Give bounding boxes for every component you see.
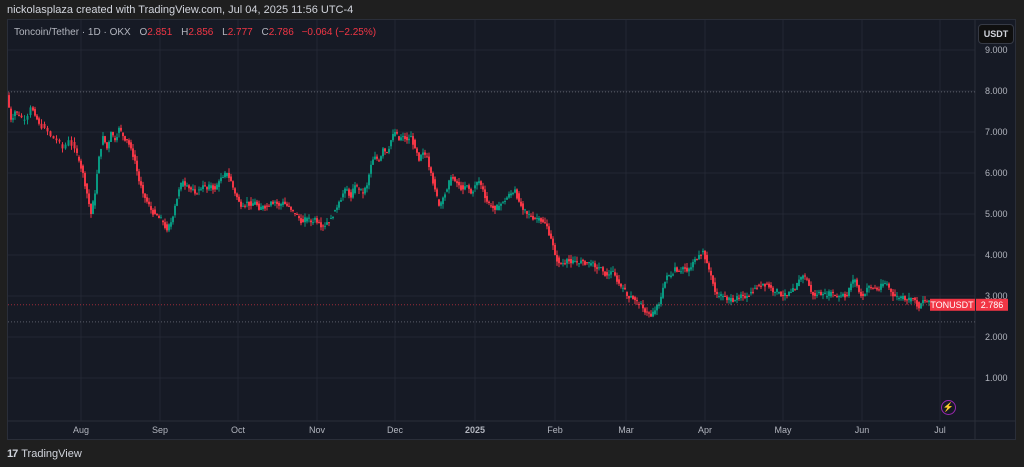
tv-logo-icon: 17 [7, 448, 18, 460]
price-tick: 8.000 [985, 86, 1008, 96]
last-price-badge [976, 298, 1008, 311]
currency-unit-button[interactable]: USDT [978, 24, 1014, 44]
price-tick: 9.000 [985, 45, 1008, 55]
time-tick: Aug [73, 425, 89, 435]
svg-text:2.786: 2.786 [981, 300, 1004, 310]
chart-panel[interactable] [7, 19, 1016, 440]
time-tick: Dec [387, 425, 404, 435]
symbol-legend: Toncoin/Tether · 1D · OKX O2.851 H2.856 … [14, 27, 376, 38]
price-tick: 1.000 [985, 373, 1008, 383]
high-label: H [181, 27, 189, 38]
time-tick: Sep [152, 425, 168, 435]
price-tick: 7.000 [985, 127, 1008, 137]
time-tick: Jul [934, 425, 946, 435]
time-tick: Apr [698, 425, 712, 435]
symbol-price-label [930, 298, 975, 311]
close-label: C [261, 27, 269, 38]
time-tick: May [774, 425, 792, 435]
change-value: −0.064 (−2.25%) [301, 27, 377, 38]
close-value: 2.786 [268, 27, 294, 38]
tradingview-logo: 17 TradingView [7, 448, 82, 460]
high-value: 2.856 [188, 27, 214, 38]
price-tick: 4.000 [985, 250, 1008, 260]
chart-credit: nickolasplaza created with TradingView.c… [7, 4, 354, 16]
symbol-title: Toncoin/Tether · 1D · OKX [14, 27, 131, 38]
low-label: L [222, 27, 228, 38]
open-label: O [139, 27, 148, 38]
price-tick: 6.000 [985, 168, 1008, 178]
time-tick: Jun [855, 425, 870, 435]
time-tick: Oct [231, 425, 246, 435]
price-tick: 2.000 [985, 332, 1008, 342]
lightning-icon[interactable]: ⚡ [941, 400, 956, 415]
price-tick: 5.000 [985, 209, 1008, 219]
svg-text:TONUSDT: TONUSDT [930, 300, 974, 310]
open-value: 2.851 [147, 27, 173, 38]
low-value: 2.777 [227, 27, 253, 38]
price-tick: 3.000 [985, 291, 1008, 301]
brand-name: TradingView [21, 448, 82, 460]
time-tick: Feb [547, 425, 563, 435]
time-tick: Mar [618, 425, 634, 435]
time-tick: Nov [309, 425, 326, 435]
time-tick: 2025 [465, 425, 485, 435]
